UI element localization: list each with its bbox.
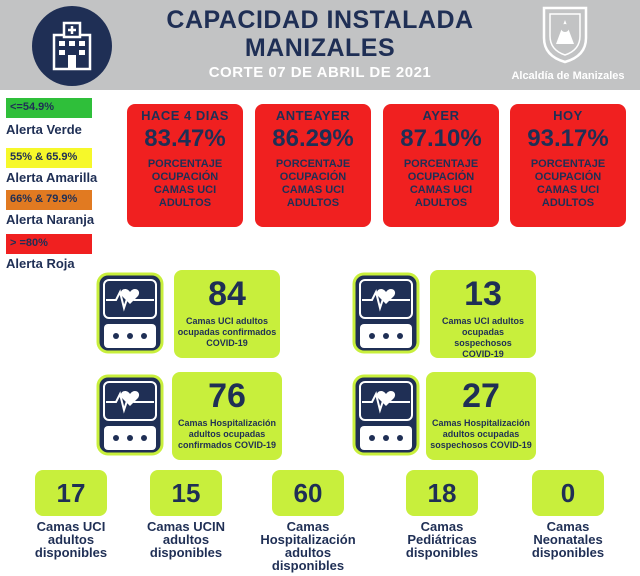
available-ucin-value: 15	[150, 470, 222, 516]
stat-desc-1: Camas Hospitalización	[177, 418, 277, 428]
occupancy-desc-3: CAMAS UCI	[409, 184, 473, 196]
stat-value: 76	[208, 377, 246, 415]
hospital-icon	[32, 6, 112, 86]
occupancy-value: 86.29%	[272, 125, 354, 152]
page-title-line2: MANIZALES	[244, 34, 396, 62]
legend-swatch-yellow: 55% & 65.9%	[6, 148, 92, 168]
legend-label-red: Alerta Roja	[6, 256, 75, 271]
occupancy-period: HACE 4 DIAS	[141, 108, 229, 123]
occupancy-desc-4: ADULTOS	[158, 197, 212, 209]
stat-desc-2: adultos ocupadas	[442, 429, 520, 439]
available-ucin-label: Camas UCIN adultos disponibles	[146, 519, 226, 560]
legend-label-yellow: Alerta Amarilla	[6, 170, 98, 185]
stat-desc-1: Camas Hospitalización	[431, 418, 531, 428]
occupancy-card-day-before-yesterday: ANTEAYER 86.29% PORCENTAJE OCUPACIÓN CAM…	[255, 104, 371, 227]
available-pediatric-value: 18	[406, 470, 478, 516]
stat-desc-3: confirmados COVID-19	[177, 440, 277, 450]
occupancy-card-yesterday: AYER 87.10% PORCENTAJE OCUPACIÓN CAMAS U…	[383, 104, 499, 227]
available-hosp-label: Camas Hospitalización adultos disponible…	[260, 519, 356, 573]
occupancy-desc-1: PORCENTAJE	[403, 158, 479, 170]
heart-monitor-icon	[96, 374, 164, 456]
occupancy-desc-3: CAMAS UCI	[536, 184, 600, 196]
available-neonatal-label: Camas Neonatales disponibles	[531, 519, 605, 560]
heart-monitor-icon	[352, 272, 420, 354]
stat-desc-2: adultos ocupadas	[188, 429, 266, 439]
occupancy-desc-4: ADULTOS	[414, 197, 468, 209]
stat-desc-1: Camas UCI adultos	[185, 316, 269, 326]
occupancy-desc-1: PORCENTAJE	[530, 158, 606, 170]
stat-value: 27	[462, 377, 500, 415]
legend-swatch-orange: 66% & 79.9%	[6, 190, 92, 210]
available-neonatal-value: 0	[532, 470, 604, 516]
available-hosp-value: 60	[272, 470, 344, 516]
occupancy-value: 87.10%	[400, 125, 482, 152]
legend-swatch-green: <=54.9%	[6, 98, 92, 118]
legend-label-green: Alerta Verde	[6, 122, 82, 137]
occupancy-desc-1: PORCENTAJE	[147, 158, 223, 170]
occupancy-period: AYER	[422, 108, 460, 123]
legend-swatch-red: > =80%	[6, 234, 92, 254]
occupancy-desc-1: PORCENTAJE	[275, 158, 351, 170]
occupancy-value: 93.17%	[527, 125, 609, 152]
stat-desc-2: ocupadas confirmados	[177, 327, 277, 337]
stat-desc-3: COVID-19	[206, 338, 248, 348]
heart-monitor-icon	[352, 374, 420, 456]
available-pediatric-label: Camas Pediátricas disponibles	[405, 519, 479, 560]
available-uci-label: Camas UCI adultos disponibles	[34, 519, 108, 560]
occupancy-card-4-days-ago: HACE 4 DIAS 83.47% PORCENTAJE OCUPACIÓN …	[127, 104, 243, 227]
occupancy-desc-3: CAMAS UCI	[153, 184, 217, 196]
stat-value: 13	[464, 275, 502, 313]
occupancy-desc-2: OCUPACIÓN	[151, 171, 219, 183]
logo-caption: Alcaldía de Manizales	[511, 70, 625, 82]
stat-uci-suspected: 13 Camas UCI adultos ocupadas sospechoso…	[430, 270, 536, 359]
stat-hosp-confirmed: 76 Camas Hospitalización adultos ocupada…	[172, 372, 282, 460]
occupancy-desc-2: OCUPACIÓN	[407, 171, 475, 183]
occupancy-period: HOY	[553, 108, 583, 123]
occupancy-desc-2: OCUPACIÓN	[534, 171, 602, 183]
occupancy-desc-3: CAMAS UCI	[281, 184, 345, 196]
occupancy-desc-2: OCUPACIÓN	[279, 171, 347, 183]
legend-label-orange: Alerta Naranja	[6, 212, 95, 227]
header-banner: CAPACIDAD INSTALADA MANIZALES CORTE 07 D…	[0, 0, 640, 90]
stat-desc-3: COVID-19	[462, 349, 504, 359]
occupancy-desc-4: ADULTOS	[286, 197, 340, 209]
stat-desc-2: ocupadas sospechosos	[454, 327, 512, 348]
occupancy-desc-4: ADULTOS	[541, 197, 595, 209]
page-title-line1: CAPACIDAD INSTALADA	[166, 6, 474, 34]
stat-desc-1: Camas UCI adultos	[441, 316, 525, 326]
occupancy-card-today: HOY 93.17% PORCENTAJE OCUPACIÓN CAMAS UC…	[510, 104, 626, 227]
heart-monitor-icon	[96, 272, 164, 354]
stat-uci-confirmed: 84 Camas UCI adultos ocupadas confirmado…	[174, 270, 280, 358]
occupancy-period: ANTEAYER	[275, 108, 351, 123]
stat-value: 84	[208, 275, 246, 313]
available-uci-value: 17	[35, 470, 107, 516]
occupancy-value: 83.47%	[144, 125, 226, 152]
stat-desc-3: sospechosos COVID-19	[430, 440, 532, 450]
city-crest-logo	[540, 4, 590, 64]
stat-hosp-suspected: 27 Camas Hospitalización adultos ocupada…	[426, 372, 536, 460]
cutoff-date: CORTE 07 DE ABRIL DE 2021	[208, 64, 432, 81]
